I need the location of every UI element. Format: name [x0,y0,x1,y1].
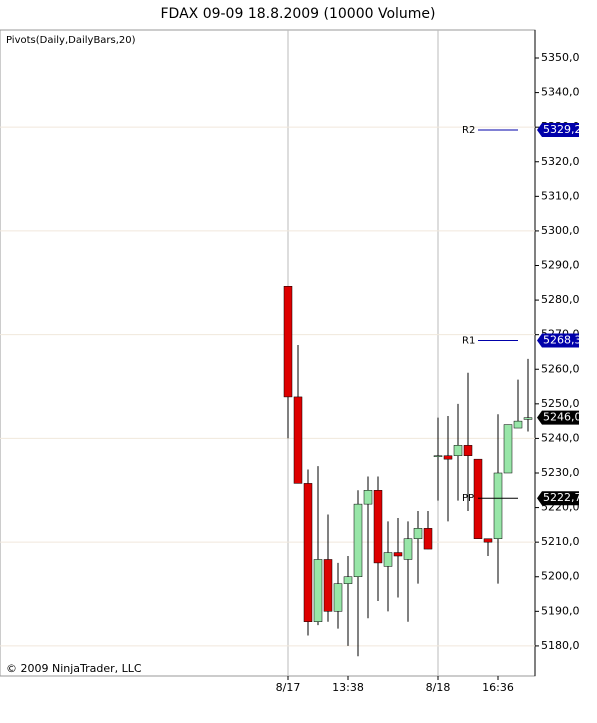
candle-body [343,576,353,584]
x-tick-label: 16:36 [482,681,514,694]
candle-body [323,559,333,612]
y-tick-label: 5180,0 [541,639,580,652]
pivot-tag-label: 5329,2 [543,123,582,136]
candle-body [483,538,493,543]
last-price-label: 5246,0 [543,411,582,424]
last-price-tag [537,410,579,425]
y-tick-label: 5250,0 [541,397,580,410]
y-tick-label: 5190,0 [541,604,580,617]
candle-body [373,490,383,564]
y-tick-label: 5350,0 [541,51,580,64]
y-tick-label: 5210,0 [541,535,580,548]
candle-body [493,472,503,539]
candle-body [393,552,403,557]
pivot-name: R2 [462,125,475,136]
pivot-tag [537,333,579,348]
candle-body [333,583,343,612]
y-tick-label: 5260,0 [541,362,580,375]
pivot-tag [537,122,579,137]
y-tick-label: 5340,0 [541,86,580,99]
candle-body [383,552,393,567]
candle-body [363,490,373,505]
pivot-name: PP [462,493,474,504]
y-tick-label: 5310,0 [541,189,580,202]
x-tick-label: 13:38 [332,681,364,694]
candle-body [513,420,523,429]
pivot-name: R1 [462,336,475,347]
x-tick-label: 8/18 [426,681,451,694]
candle-body [523,417,533,420]
pivot-tag-label: 5268,3 [543,334,582,347]
candle-body [293,396,303,484]
indicator-label: Pivots(Daily,DailyBars,20) [6,35,136,46]
candle-body [503,424,513,474]
candle-body [303,483,313,622]
y-tick-label: 5280,0 [541,293,580,306]
candle-body [433,455,443,457]
candle-body [463,445,473,456]
y-tick-label: 5290,0 [541,259,580,272]
candle-body [353,503,363,577]
y-tick-label: 5300,0 [541,224,580,237]
y-tick-label: 5230,0 [541,466,580,479]
candle-body [453,445,463,456]
y-tick-label: 5200,0 [541,570,580,583]
candle-body [283,286,293,398]
candle-body [473,458,483,539]
candle-body [313,559,323,622]
y-tick-label: 5320,0 [541,155,580,168]
candle-body [413,528,423,539]
pivot-tag-label: 5222,7 [543,491,582,504]
x-tick-label: 8/17 [276,681,301,694]
y-tick-label: 5240,0 [541,431,580,444]
candle-body [423,528,433,550]
copyright: © 2009 NinjaTrader, LLC [6,662,142,675]
candle-body [443,455,453,460]
pivot-tag [537,491,579,506]
plot-area [0,29,536,677]
chart-title: FDAX 09-09 18.8.2009 (10000 Volume) [160,6,435,22]
candle-body [403,538,413,560]
